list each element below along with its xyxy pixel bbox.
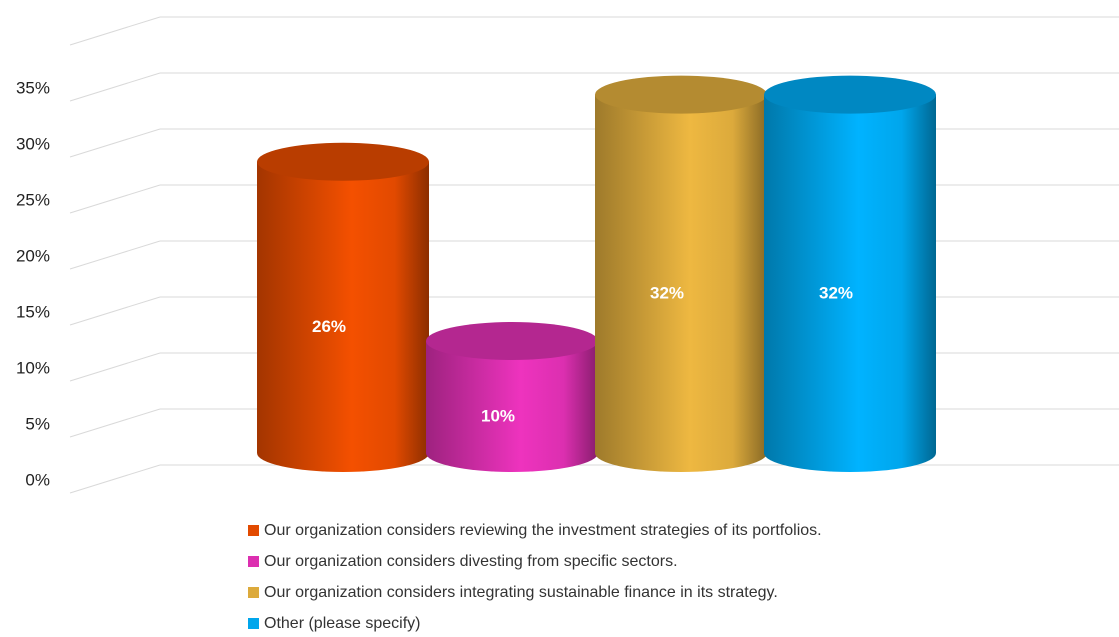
cylinder-body — [595, 94, 767, 472]
y-tick-label: 10% — [16, 358, 50, 377]
y-tick-label: 30% — [16, 134, 50, 153]
legend-swatch — [248, 587, 259, 598]
legend-label: Our organization considers divesting fro… — [264, 553, 678, 570]
grid-diagonal — [69, 72, 161, 102]
y-tick-label: 20% — [16, 246, 50, 265]
value-label: 26% — [312, 317, 346, 336]
y-tick-label: 0% — [25, 470, 50, 489]
grid-diagonal — [69, 464, 161, 494]
legend-swatch — [248, 618, 259, 629]
y-tick-label: 35% — [16, 78, 50, 97]
grid-diagonal — [69, 240, 161, 270]
grid-diagonal — [69, 128, 161, 158]
legend-label: Our organization considers integrating s… — [264, 584, 778, 601]
value-label: 10% — [481, 406, 515, 425]
y-tick-label: 15% — [16, 302, 50, 321]
cylinder-body — [257, 161, 429, 472]
grid-diagonal — [69, 352, 161, 382]
value-label: 32% — [650, 283, 684, 302]
grid-diagonal — [69, 184, 161, 214]
y-tick-label: 5% — [25, 414, 50, 433]
legend-swatch — [248, 556, 259, 567]
cylinder-body — [426, 341, 598, 472]
grid-diagonal — [69, 296, 161, 326]
cylinder-top — [595, 75, 767, 114]
legend-label: Our organization considers reviewing the… — [264, 522, 822, 539]
cylinder-top — [257, 142, 429, 181]
cylinder-top — [764, 75, 936, 114]
frame-diagonal — [69, 16, 161, 46]
legend-swatch — [248, 525, 259, 536]
cylinder-body — [764, 94, 936, 472]
cylinder-top — [426, 322, 598, 360]
value-label: 32% — [819, 283, 853, 302]
y-tick-label: 25% — [16, 190, 50, 209]
grid-diagonal — [69, 408, 161, 438]
legend-label: Other (please specify) — [264, 615, 421, 632]
